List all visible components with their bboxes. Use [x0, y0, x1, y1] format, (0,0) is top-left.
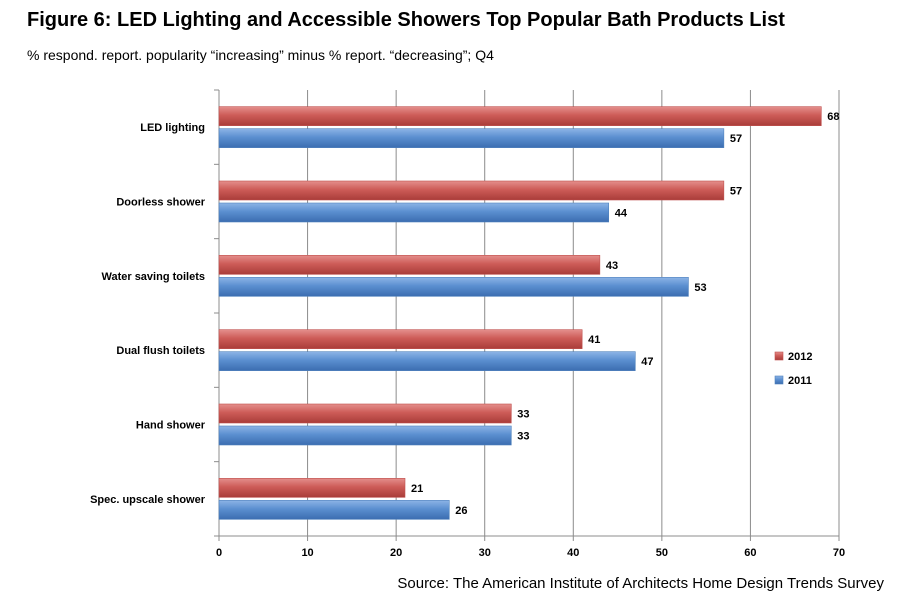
data-label-2012: 21 — [411, 483, 423, 495]
legend-swatch-2011 — [774, 375, 784, 385]
data-label-2011: 53 — [694, 282, 706, 294]
data-label-2012: 33 — [517, 409, 529, 421]
data-label-2012: 41 — [588, 334, 600, 346]
bar-2011 — [218, 500, 450, 520]
source-note: Source: The American Institute of Archit… — [397, 575, 884, 592]
legend-label-2011: 2011 — [788, 375, 812, 387]
bar-2012 — [218, 106, 822, 126]
data-label-2012: 57 — [730, 186, 742, 198]
x-tick-label: 30 — [479, 547, 491, 559]
category-label: Water saving toilets — [101, 271, 205, 283]
chart-title: Figure 6: LED Lighting and Accessible Sh… — [27, 9, 785, 31]
bar-2012 — [218, 478, 406, 498]
data-label-2011: 44 — [615, 208, 628, 220]
data-label-2011: 47 — [641, 356, 653, 368]
data-label-2011: 26 — [455, 505, 467, 517]
data-label-2011: 57 — [730, 133, 742, 145]
category-label: Doorless shower — [116, 197, 205, 209]
legend-label-2012: 2012 — [788, 351, 812, 363]
category-label: Dual flush toilets — [116, 345, 205, 357]
bar-2011 — [218, 425, 512, 446]
bar-2012 — [218, 255, 601, 275]
bar-2012 — [218, 180, 725, 201]
data-label-2012: 68 — [827, 111, 839, 123]
category-label: LED lighting — [140, 122, 205, 134]
bar-2011 — [218, 351, 636, 371]
data-label-2012: 43 — [606, 260, 618, 272]
x-tick-label: 50 — [656, 547, 668, 559]
x-tick-label: 0 — [216, 547, 222, 559]
bar-2011 — [218, 128, 725, 148]
bar-2012 — [218, 329, 583, 349]
bar-2012 — [218, 403, 512, 424]
x-tick-label: 70 — [833, 547, 845, 559]
chart-subtitle: % respond. report. popularity “increasin… — [27, 47, 494, 63]
x-tick-label: 20 — [390, 547, 402, 559]
category-label: Spec. upscale shower — [90, 494, 206, 506]
category-label: Hand shower — [136, 420, 206, 432]
bar-2011 — [218, 202, 610, 223]
data-label-2011: 33 — [517, 431, 529, 443]
legend-swatch-2012 — [774, 351, 784, 361]
x-tick-label: 10 — [301, 547, 313, 559]
x-tick-label: 60 — [744, 547, 756, 559]
bar-2011 — [218, 277, 689, 297]
x-tick-label: 40 — [567, 547, 579, 559]
